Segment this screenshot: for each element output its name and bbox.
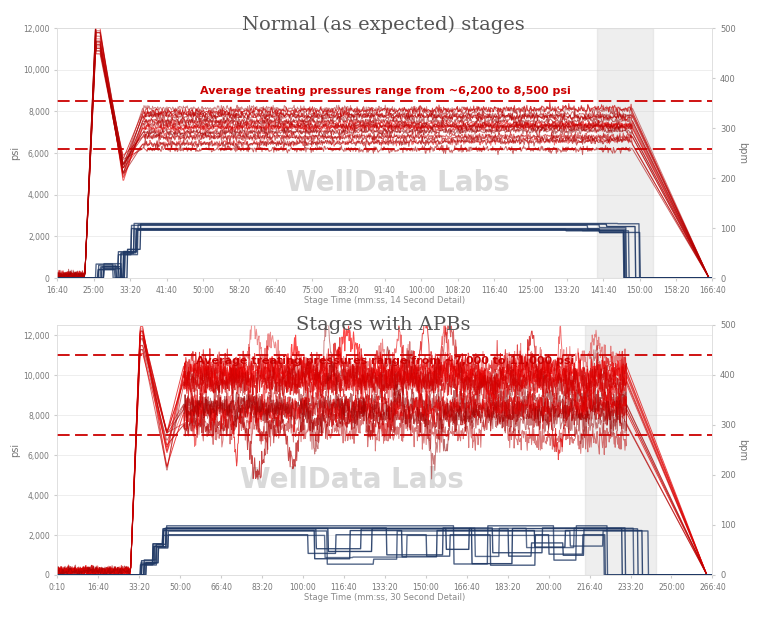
Text: Normal (as expected) stages: Normal (as expected) stages [241,16,525,34]
Text: Average treating pressures range from ~7,000 to 11,000 psi: Average treating pressures range from ~7… [196,356,574,366]
Y-axis label: bpm: bpm [737,439,747,461]
Y-axis label: psi: psi [11,443,21,457]
Text: Stages with APBs: Stages with APBs [296,316,470,334]
Text: Average treating pressures range from ~6,200 to 8,500 psi: Average treating pressures range from ~6… [199,86,571,96]
Bar [597,28,653,278]
Text: WellData Labs: WellData Labs [241,466,464,494]
X-axis label: Stage Time (mm:ss, 30 Second Detail): Stage Time (mm:ss, 30 Second Detail) [304,593,466,602]
X-axis label: Stage Time (mm:ss, 14 Second Detail): Stage Time (mm:ss, 14 Second Detail) [304,296,466,305]
Y-axis label: bpm: bpm [737,142,747,164]
Text: WellData Labs: WellData Labs [286,169,510,197]
Bar [585,325,656,575]
Y-axis label: psi: psi [11,146,21,160]
